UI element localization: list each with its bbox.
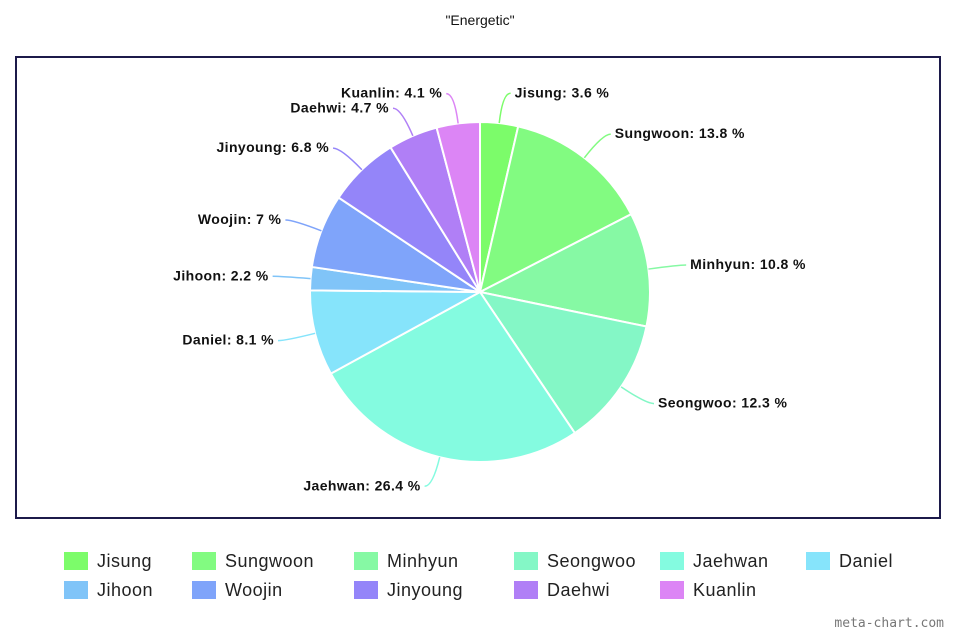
leader-line-daniel bbox=[277, 332, 316, 342]
data-label-minhyun: Minhyun: 10.8 % bbox=[690, 256, 806, 272]
leader-line-jihoon bbox=[272, 275, 311, 280]
legend-label: Minhyun bbox=[387, 550, 459, 571]
data-label-kuanlin: Kuanlin: 4.1 % bbox=[341, 85, 442, 101]
pie-slice-kuanlin bbox=[435, 120, 481, 293]
leader-line-woojin bbox=[285, 219, 322, 232]
legend-label: Kuanlin bbox=[693, 579, 757, 600]
legend-swatch bbox=[514, 552, 538, 570]
legend-swatch bbox=[660, 552, 684, 570]
plot-frame bbox=[15, 56, 941, 519]
legend-swatch bbox=[660, 581, 684, 599]
pie-slice-seongwoo bbox=[477, 290, 648, 435]
data-label-jinyoung: Jinyoung: 6.8 % bbox=[216, 139, 329, 155]
legend-item-daehwi[interactable]: Daehwi bbox=[514, 579, 610, 601]
legend-label: Daniel bbox=[839, 550, 894, 571]
legend-item-daniel[interactable]: Daniel bbox=[806, 550, 893, 572]
data-label-daehwi: Daehwi: 4.7 % bbox=[290, 99, 389, 115]
legend-swatch bbox=[806, 552, 830, 570]
legend-item-jaehwan[interactable]: Jaehwan bbox=[660, 550, 769, 572]
leader-line-jisung bbox=[498, 92, 511, 124]
legend-swatch bbox=[354, 552, 378, 570]
data-label-jaehwan: Jaehwan: 26.4 % bbox=[303, 477, 420, 493]
legend-item-kuanlin[interactable]: Kuanlin bbox=[660, 579, 757, 601]
chart-title: "Energetic" bbox=[445, 12, 515, 28]
data-label-sungwoon: Sungwoon: 13.8 % bbox=[615, 125, 745, 141]
legend-swatch bbox=[514, 581, 538, 599]
legend-label: Jaehwan bbox=[693, 550, 769, 571]
legend-item-jihoon[interactable]: Jihoon bbox=[64, 579, 153, 601]
pie-slice-jaehwan bbox=[329, 290, 577, 463]
watermark: meta-chart.com bbox=[834, 616, 944, 631]
legend-label: Jihoon bbox=[97, 579, 154, 600]
data-label-jisung: Jisung: 3.6 % bbox=[515, 84, 610, 100]
legend-label: Sungwoon bbox=[225, 550, 315, 571]
leader-line-kuanlin bbox=[446, 92, 459, 124]
legend-item-seongwoo[interactable]: Seongwoo bbox=[514, 550, 636, 572]
leader-line-jaehwan bbox=[424, 456, 441, 488]
leader-line-minhyun bbox=[648, 264, 687, 270]
data-label-woojin: Woojin: 7 % bbox=[198, 211, 282, 227]
pie-slice-sungwoon bbox=[478, 125, 633, 294]
pie-slice-minhyun bbox=[477, 212, 651, 328]
data-label-seongwoo: Seongwoo: 12.3 % bbox=[658, 395, 787, 411]
leader-line-jinyoung bbox=[332, 147, 363, 171]
legend-swatch bbox=[192, 581, 216, 599]
leader-line-seongwoo bbox=[620, 386, 655, 405]
pie-chart: Jisung: 3.6 % Sungwoon: 13.8 % Minhyun: 10… bbox=[173, 84, 806, 493]
legend-item-sungwoon[interactable]: Sungwoon bbox=[192, 550, 314, 572]
legend-label: Woojin bbox=[225, 579, 283, 600]
data-label-jihoon: Jihoon: 2.2 % bbox=[173, 267, 269, 283]
legend-item-minhyun[interactable]: Minhyun bbox=[354, 550, 459, 572]
legend: Jisung Sungwoon Minhyun Seongwoo Jaehwan Dani… bbox=[64, 550, 944, 610]
legend-label: Seongwoo bbox=[547, 550, 637, 571]
legend-swatch bbox=[64, 581, 88, 599]
legend-swatch bbox=[354, 581, 378, 599]
leader-line-daehwi bbox=[392, 107, 414, 137]
data-label-daniel: Daniel: 8.1 % bbox=[182, 332, 274, 348]
legend-label: Daehwi bbox=[547, 579, 611, 600]
legend-swatch bbox=[192, 552, 216, 570]
legend-swatch bbox=[64, 552, 88, 570]
legend-item-jinyoung[interactable]: Jinyoung bbox=[354, 579, 463, 601]
legend-label: Jinyoung bbox=[387, 579, 464, 600]
legend-label: Jisung bbox=[97, 550, 153, 571]
legend-item-jisung[interactable]: Jisung bbox=[64, 550, 152, 572]
legend-item-woojin[interactable]: Woojin bbox=[192, 579, 283, 601]
leader-line-sungwoon bbox=[583, 133, 611, 159]
